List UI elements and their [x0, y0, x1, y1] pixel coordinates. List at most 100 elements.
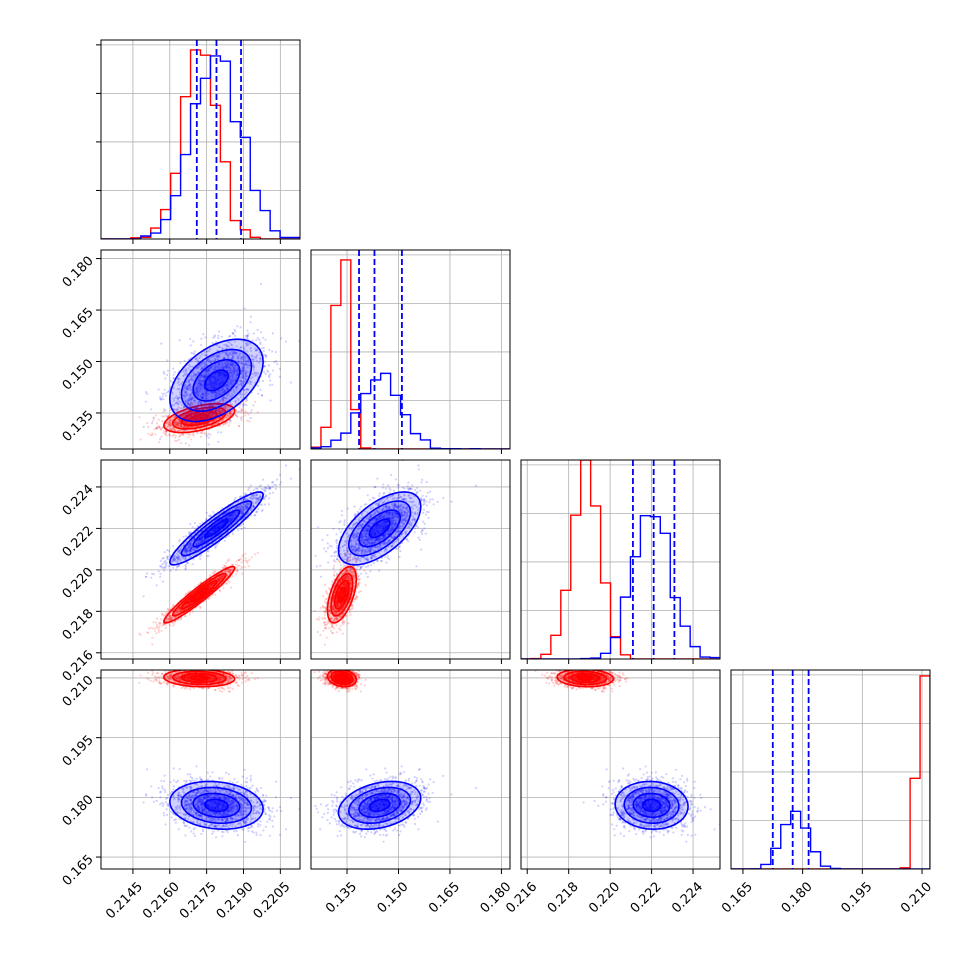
scatter-point — [201, 367, 204, 370]
scatter-point — [219, 371, 222, 374]
scatter-point — [255, 497, 258, 500]
scatter-point — [240, 356, 243, 359]
scatter-point — [230, 383, 233, 386]
scatter-point — [197, 379, 200, 382]
scatter-point — [152, 417, 155, 420]
scatter-point — [171, 404, 174, 407]
contour-level — [189, 413, 209, 423]
scatter-point — [155, 617, 159, 620]
scatter-point — [178, 606, 181, 609]
scatter-point — [201, 393, 204, 396]
scatter-point — [197, 417, 200, 420]
scatter-point — [214, 409, 217, 412]
scatter-point — [201, 380, 204, 383]
scatter-point — [209, 433, 212, 436]
scatter-point — [187, 399, 190, 402]
scatter-point — [182, 433, 185, 436]
scatter-point — [275, 484, 278, 487]
scatter-point — [161, 395, 164, 398]
scatter-point — [197, 424, 200, 428]
scatter-point — [252, 359, 255, 362]
scatter-point — [227, 558, 230, 561]
scatter-point — [214, 593, 217, 596]
scatter-point — [204, 336, 207, 339]
scatter-point — [226, 570, 229, 573]
scatter-point — [227, 365, 230, 368]
scatter-point — [168, 422, 172, 425]
scatter-point — [205, 408, 208, 411]
scatter-point — [231, 375, 234, 379]
scatter-point — [213, 527, 216, 531]
scatter-point — [163, 408, 166, 411]
scatter-point — [230, 381, 233, 384]
scatter-point — [216, 382, 219, 385]
scatter-point — [238, 379, 241, 383]
scatter-point — [193, 388, 196, 391]
scatter-point — [196, 416, 199, 419]
scatter-point — [189, 405, 192, 408]
scatter-point — [157, 388, 160, 391]
scatter-point — [219, 409, 222, 412]
scatter-point — [205, 369, 208, 372]
scatter-point — [289, 477, 292, 480]
scatter-point — [197, 386, 200, 389]
scatter-point — [187, 412, 190, 415]
scatter-point — [192, 352, 195, 355]
scatter-point — [256, 411, 259, 414]
scatter-point — [213, 386, 216, 390]
scatter-point — [168, 419, 172, 422]
scatter-point — [199, 557, 202, 561]
scatter-point — [254, 372, 257, 375]
scatter-point — [157, 418, 160, 421]
scatter-point — [199, 435, 202, 438]
scatter-point — [230, 343, 233, 346]
scatter-point — [242, 503, 245, 506]
scatter-point — [184, 400, 187, 403]
scatter-point — [176, 609, 179, 613]
scatter-point — [216, 355, 219, 358]
scatter-point — [250, 377, 253, 380]
scatter-point — [247, 503, 250, 506]
scatter-point — [161, 392, 164, 395]
scatter-point — [225, 383, 229, 387]
scatter-point — [221, 574, 224, 577]
scatter-point — [221, 378, 224, 382]
scatter-point — [220, 410, 224, 413]
scatter-point — [200, 374, 203, 377]
scatter-point — [172, 367, 175, 370]
scatter-point — [219, 383, 222, 386]
scatter-point — [244, 369, 247, 372]
scatter-point — [174, 616, 177, 619]
scatter-point — [230, 568, 234, 571]
scatter-point — [219, 392, 222, 395]
scatter-point — [166, 415, 169, 418]
scatter-point — [177, 429, 180, 432]
scatter-point — [240, 358, 243, 361]
scatter-point — [180, 383, 183, 386]
scatter-point — [235, 345, 238, 348]
scatter-point — [225, 397, 228, 400]
scatter-point — [199, 387, 202, 390]
scatter-point — [213, 386, 216, 389]
scatter-point — [218, 371, 222, 374]
scatter-point — [222, 574, 225, 577]
scatter-point — [220, 381, 223, 384]
contour-level — [169, 339, 264, 422]
scatter-point — [189, 388, 193, 391]
scatter-point — [222, 365, 225, 368]
scatter-point — [228, 581, 231, 584]
scatter-point — [200, 539, 203, 542]
scatter-point — [243, 566, 246, 569]
scatter-point — [208, 416, 212, 419]
scatter-point — [211, 412, 214, 415]
scatter-point — [197, 394, 200, 397]
scatter-point — [150, 576, 153, 579]
scatter-point — [168, 617, 171, 620]
scatter-point — [186, 603, 189, 606]
scatter-point — [178, 606, 181, 609]
scatter-point — [236, 564, 239, 567]
scatter-point — [186, 426, 189, 429]
scatter-point — [172, 387, 175, 390]
scatter-point — [255, 371, 258, 374]
scatter-point — [167, 618, 170, 621]
